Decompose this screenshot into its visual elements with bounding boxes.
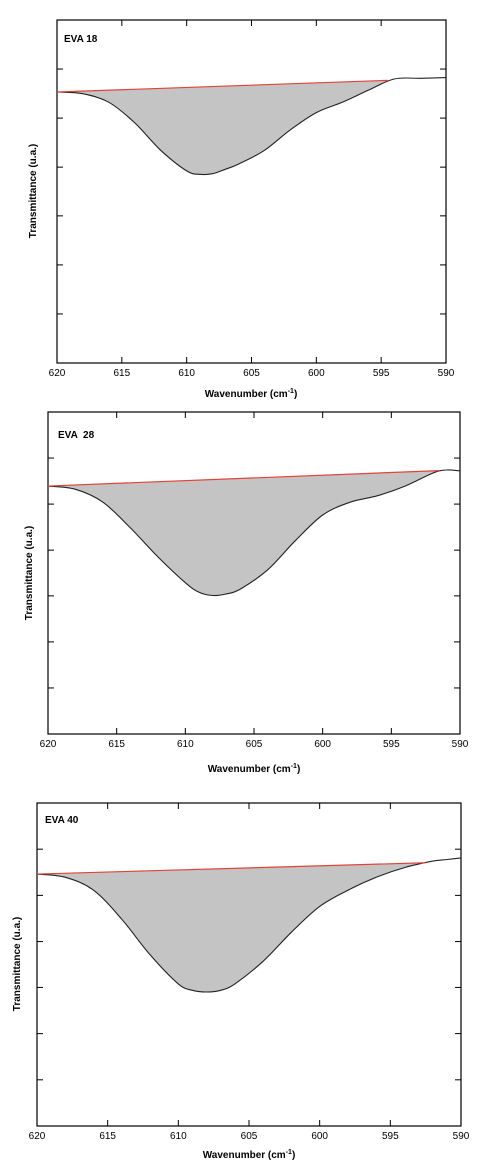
chart-title: EVA 40 <box>45 815 79 826</box>
x-tick-label: 610 <box>170 1131 187 1142</box>
chart-panel-eva-18: 620 615 610 605 600 595 590 EVA 18 Transmittan… <box>28 19 455 400</box>
x-tick-label: 590 <box>452 739 469 750</box>
integrated-area <box>37 862 426 992</box>
x-tick-label: 605 <box>246 739 263 750</box>
baseline-line <box>47 470 440 487</box>
axis-ticks: 620 615 610 605 600 595 590 <box>49 20 455 379</box>
x-tick-label: 615 <box>99 1131 116 1142</box>
baseline-line <box>56 79 388 93</box>
integrated-area <box>48 470 440 596</box>
chart-panel-eva-40: 620 615 610 605 600 595 590 EVA 40 Transmittan… <box>12 802 470 1161</box>
x-tick-label: 610 <box>178 368 195 379</box>
chart-marks <box>47 469 461 597</box>
baseline-line <box>36 862 426 875</box>
axis-ticks: 620 615 610 605 600 595 590 <box>40 412 469 750</box>
x-tick-label: 590 <box>438 368 455 379</box>
plot-frame <box>56 19 447 364</box>
x-axis-label: Wavenumber (cm-1) <box>203 1149 296 1161</box>
x-tick-label: 615 <box>108 739 125 750</box>
x-tick-label: 590 <box>453 1131 470 1142</box>
x-tick-label: 595 <box>383 739 400 750</box>
axis-ticks: 620 615 610 605 600 595 590 <box>29 803 470 1142</box>
x-tick-label: 620 <box>40 739 57 750</box>
x-axis-label: Wavenumber (cm-1) <box>208 763 301 775</box>
x-tick-label: 595 <box>382 1131 399 1142</box>
spectrum-line <box>36 857 462 993</box>
x-tick-label: 600 <box>314 739 331 750</box>
spectrum-line <box>56 77 447 176</box>
integrated-area <box>57 80 388 175</box>
x-tick-label: 605 <box>243 368 260 379</box>
chart-panel-eva-28: 620 615 610 605 600 595 590 EVA 28 Transmittan… <box>24 411 469 775</box>
x-tick-label: 600 <box>308 368 325 379</box>
y-axis-label: Transmittance (u.a.) <box>28 144 39 238</box>
chart-marks <box>36 857 462 993</box>
x-tick-label: 605 <box>241 1131 258 1142</box>
chart-title: EVA 28 <box>58 430 95 441</box>
y-axis-label: Transmittance (u.a.) <box>12 917 23 1011</box>
x-tick-label: 610 <box>177 739 194 750</box>
x-tick-label: 600 <box>311 1131 328 1142</box>
x-tick-label: 595 <box>373 368 390 379</box>
x-tick-label: 620 <box>49 368 66 379</box>
y-axis-label: Transmittance (u.a.) <box>24 526 35 620</box>
x-axis-label: Wavenumber (cm-1) <box>205 388 298 400</box>
chart-title: EVA 18 <box>64 34 98 45</box>
chart-marks <box>56 77 447 176</box>
spectrum-line <box>47 469 461 597</box>
x-tick-label: 620 <box>29 1131 46 1142</box>
x-tick-label: 615 <box>113 368 130 379</box>
